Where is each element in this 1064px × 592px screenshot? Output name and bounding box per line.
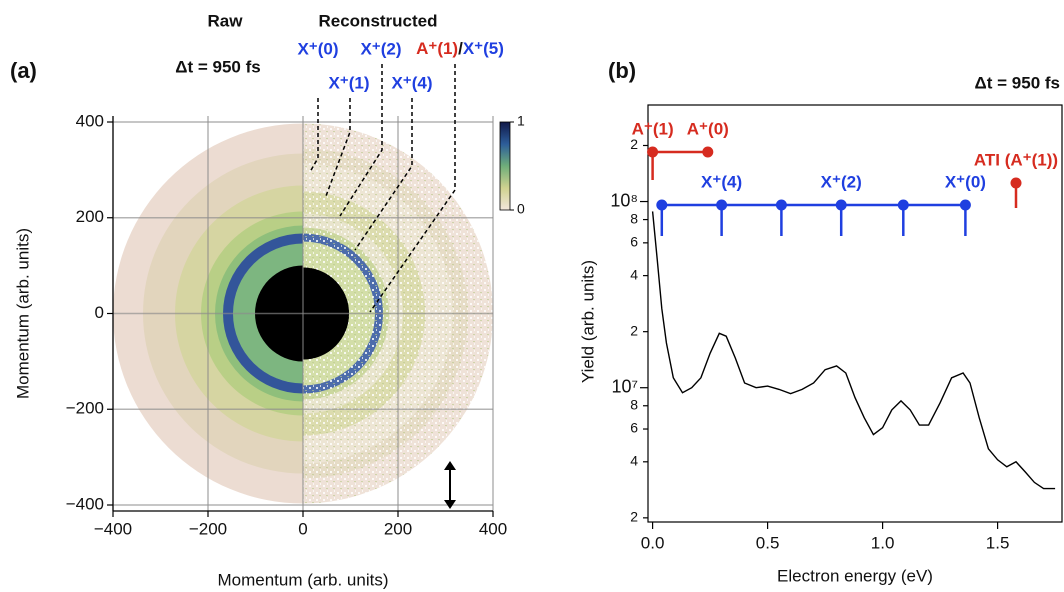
subtitle: Δt = 950 fs [175,57,260,76]
x-tick-label: 200 [384,519,412,538]
plot-frame [647,104,1063,523]
annotation: / [458,39,463,58]
reconstructed-half [303,123,493,504]
y-axis-title: Momentum (arb. units) [13,228,32,399]
comb-label: X⁺(0) [945,172,986,191]
y-tick-label: 2 [630,322,638,338]
annotation: X⁺(0) [297,39,338,58]
y-tick-label: 4 [630,266,638,282]
subtitle: Δt = 950 fs [975,73,1060,92]
x-axis-title: Momentum (arb. units) [218,570,389,589]
comb-marker [897,199,909,211]
panel-title: Reconstructed [318,11,437,30]
y-tick-label: 6 [630,420,638,436]
comb-marker [647,146,659,158]
x-tick-label: 0 [298,519,307,538]
annotation: X⁺(1) [328,73,369,92]
x-tick-label: −400 [94,519,132,538]
comb-marker [835,199,847,211]
comb-marker [959,199,971,211]
y-tick-label: 10⁸ [610,190,638,210]
panel-label: (a) [10,58,37,83]
y-tick-label: 10⁷ [611,376,638,396]
leader-line [369,64,456,313]
comb-marker [702,146,714,158]
annotation: A⁺(1)/X⁺(5) [416,39,504,58]
colorbar-tick-label: 1 [517,113,525,129]
y-tick-label: 2 [630,136,638,152]
panel-label: (b) [608,58,636,83]
comb-marker [656,199,668,211]
y-tick-label: 8 [630,396,638,412]
leader-line [354,98,413,251]
annotation: X⁺(2) [360,39,401,58]
comb-marker [775,199,787,211]
x-tick-label: −200 [189,519,227,538]
annotation: X⁺(4) [391,73,432,92]
panel-title: Raw [208,11,244,30]
y-axis-title: Yield (arb. units) [578,260,597,383]
y-tick-label: −400 [66,494,104,513]
comb-label: A⁺(0) [687,119,729,138]
y-tick-label: 4 [630,453,638,469]
y-tick-label: 2 [630,509,638,525]
x-axis-title: Electron energy (eV) [777,566,933,585]
y-tick-label: 0 [95,303,104,322]
x-tick-label: 1.5 [986,533,1010,552]
x-tick-label: 0.5 [756,533,780,552]
y-tick-label: 200 [76,207,104,226]
y-tick-label: 8 [630,210,638,226]
comb-label: X⁺(2) [821,172,862,191]
comb-marker [716,199,728,211]
x-tick-label: 0.0 [641,533,665,552]
leader-line [325,98,351,197]
leader-line [339,64,383,217]
colorbar [499,121,511,211]
annotation: A⁺(1) [416,39,458,58]
annotation: X⁺(5) [463,39,504,58]
comb-label: A⁺(1) [632,119,674,138]
x-tick-label: 1.0 [871,533,895,552]
x-tick-label: 400 [479,519,507,538]
comb-label: X⁺(4) [701,172,742,191]
leader-line [309,98,319,173]
y-tick-label: 6 [630,234,638,250]
data-line [651,211,1056,490]
comb-marker [1010,177,1022,189]
y-tick-label: 400 [76,111,104,130]
y-tick-label: −200 [66,399,104,418]
colorbar-tick-label: 0 [517,201,525,217]
comb-label: ATI (A⁺(1)) [974,150,1058,169]
